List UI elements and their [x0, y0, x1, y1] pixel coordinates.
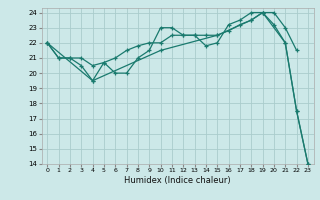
X-axis label: Humidex (Indice chaleur): Humidex (Indice chaleur) [124, 176, 231, 185]
